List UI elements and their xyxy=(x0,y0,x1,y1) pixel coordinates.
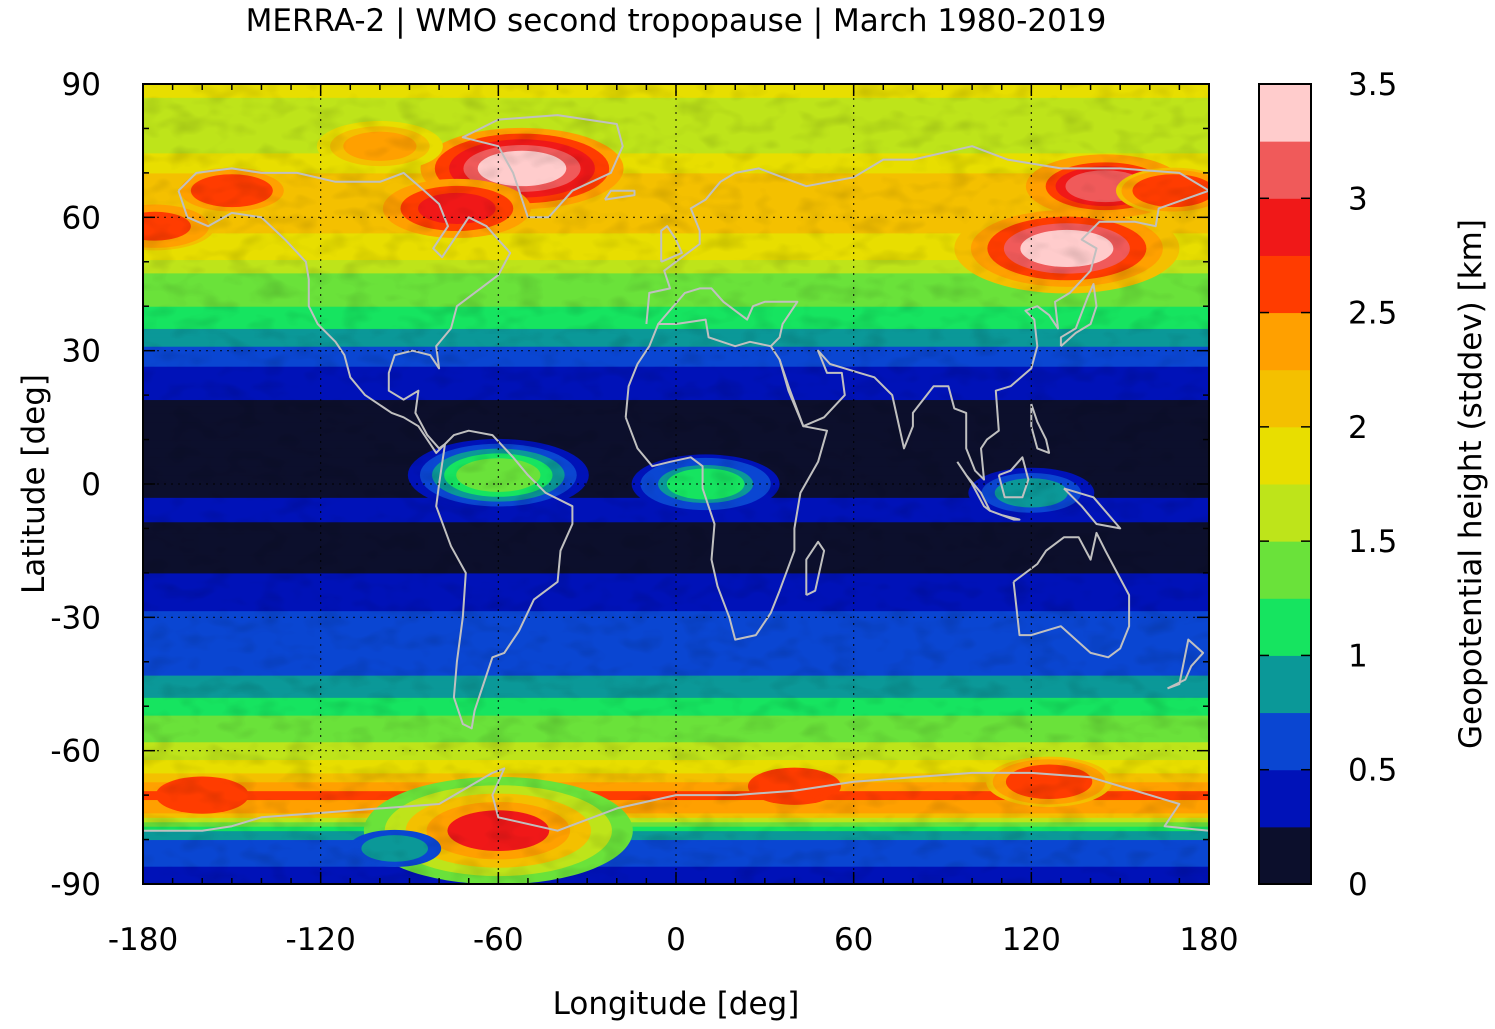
coastline xyxy=(604,189,636,201)
grid-lines xyxy=(143,84,1209,884)
colorbar-swatch xyxy=(1259,312,1311,371)
coastline xyxy=(1012,531,1131,659)
y-tick-label: -30 xyxy=(50,600,101,636)
coastline xyxy=(989,509,1021,521)
coastline xyxy=(660,225,683,263)
axes: -180 -120 -60 0 60 120 180 90 60 30 0 -30 -60 -90 xyxy=(50,67,1238,958)
coastline xyxy=(1059,283,1098,347)
colorbar-swatch xyxy=(1259,198,1311,256)
x-tick-label: 180 xyxy=(1179,922,1238,958)
x-tick-label: 120 xyxy=(1002,922,1061,958)
coastline xyxy=(435,429,574,730)
coastline xyxy=(645,145,1209,325)
colorbar-swatch xyxy=(1259,598,1311,656)
x-tick-label: -120 xyxy=(285,922,355,958)
colorbar-swatch xyxy=(1259,541,1311,599)
colorbar-swatch xyxy=(1259,426,1311,485)
y-tick-label: -90 xyxy=(50,867,101,903)
colorbar-tick-label: 3 xyxy=(1348,181,1368,217)
colorbar-swatch xyxy=(1259,826,1311,885)
colorbar-tick-label: 2.5 xyxy=(1348,296,1397,332)
coastlines xyxy=(143,114,1209,832)
y-tick-label: 90 xyxy=(62,67,101,103)
y-tick-label: -60 xyxy=(50,734,101,770)
x-tick-label: 60 xyxy=(834,922,873,958)
coastline xyxy=(1030,403,1051,454)
colorbar-tick-label: 2 xyxy=(1348,410,1368,446)
colorbar-tick-label: 1.5 xyxy=(1348,524,1397,560)
plot-area: -180 -120 -60 0 60 120 180 90 60 30 0 -30 -60 -90 xyxy=(50,67,1238,958)
colorbar-tick-label: 0.5 xyxy=(1348,753,1397,789)
colorbar-swatch xyxy=(1259,655,1311,714)
x-axis-label: Longitude [deg] xyxy=(553,986,800,1022)
colorbar-swatch xyxy=(1259,255,1311,314)
y-tick-label: 0 xyxy=(81,467,101,503)
y-axis-label: Latitude [deg] xyxy=(16,374,52,594)
x-tick-label: 0 xyxy=(666,922,686,958)
colorbar-swatch xyxy=(1259,84,1311,142)
coastline xyxy=(997,456,1030,499)
colorbar-swatch xyxy=(1259,484,1311,542)
y-tick-label: 60 xyxy=(62,200,101,236)
colorbar: 0 0.5 1 1.5 2 2.5 3 3.5 xyxy=(1258,67,1397,903)
colorbar-frame xyxy=(1258,83,1312,885)
coastline xyxy=(624,318,828,641)
colorbar-swatch xyxy=(1259,369,1311,428)
coastline xyxy=(1167,638,1205,690)
colorbar-swatch xyxy=(1259,141,1311,199)
y-tick-label: 30 xyxy=(62,334,101,370)
coastline xyxy=(657,287,799,347)
colorbar-tick-label: 1 xyxy=(1348,638,1368,674)
colorbar-swatch xyxy=(1259,712,1311,771)
x-tick-label: -60 xyxy=(473,922,524,958)
colorbar-swatch xyxy=(1259,769,1311,828)
chart-title: MERRA-2 | WMO second tropopause | March … xyxy=(246,3,1107,39)
coastline xyxy=(177,167,512,454)
coastline xyxy=(461,114,624,219)
coastline xyxy=(1063,487,1122,530)
colorbar-tick-label: 0 xyxy=(1348,867,1368,903)
coastline xyxy=(805,540,826,596)
colorbar-tick-label: 3.5 xyxy=(1348,67,1397,103)
coastline xyxy=(778,189,1209,481)
colorbar-label: Geopotential height (stddev) [km] xyxy=(1453,219,1489,749)
x-tick-label: -180 xyxy=(108,922,178,958)
